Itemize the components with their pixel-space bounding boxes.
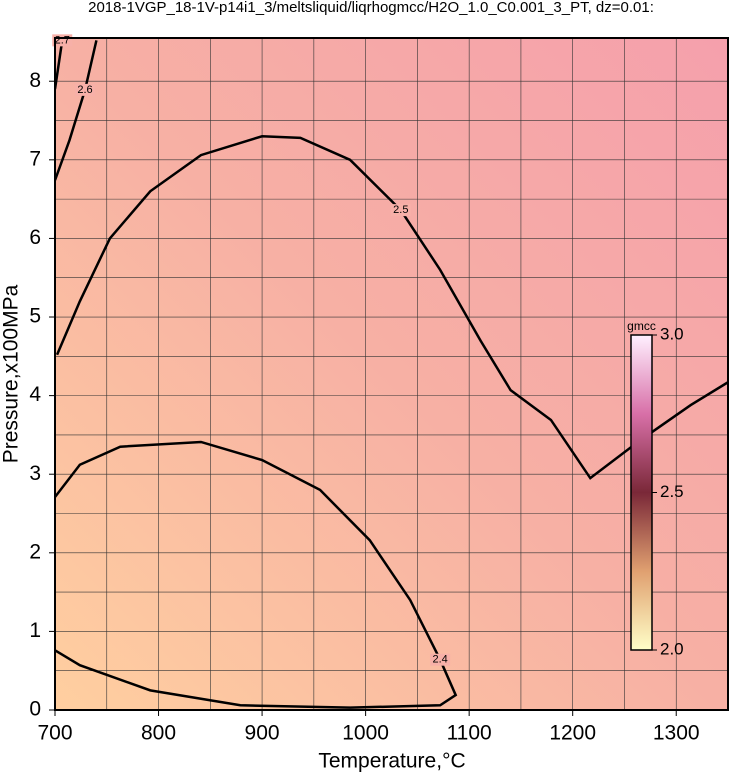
- y-tick-label: 2: [29, 540, 41, 563]
- colorbar-tick-label: 2.0: [660, 639, 684, 658]
- y-tick-label: 1: [29, 619, 41, 642]
- contour-line: [55, 40, 98, 181]
- contour-label-bg: [75, 83, 96, 96]
- x-tick-label: 1100: [447, 722, 492, 745]
- colorbar-tick-label: 2.5: [660, 482, 684, 501]
- contour-label: 2.4: [433, 654, 448, 666]
- plot-frame: [54, 37, 729, 711]
- contour-label-bg: [430, 653, 451, 666]
- contour-label: 2.7: [55, 34, 70, 46]
- contour-label: 2.5: [393, 204, 408, 216]
- colorbar-label: gmcc: [627, 319, 656, 333]
- colorbar: [630, 334, 653, 651]
- plot-background: [55, 38, 728, 710]
- x-tick-label: 1300: [653, 722, 700, 745]
- chart-title: 2018-1VGP_18-1V-p14i1_3/meltsliquid/liqr…: [88, 0, 654, 16]
- y-tick-label: 7: [29, 147, 41, 170]
- x-tick-label: 900: [245, 722, 280, 745]
- contour-line: [55, 40, 64, 90]
- x-axis-label: Temperature,°C: [318, 750, 465, 773]
- x-tick-label: 1200: [549, 722, 596, 745]
- y-tick-label: 4: [29, 383, 41, 406]
- y-axis-label: Pressure,x100MPa: [0, 284, 23, 463]
- y-tick-label: 6: [29, 226, 41, 249]
- colorbar-tick-label: 3.0: [660, 324, 684, 343]
- contour-label-bg: [390, 204, 411, 217]
- x-tick-label: 700: [37, 722, 72, 745]
- x-tick-label: 800: [141, 722, 176, 745]
- contour-line: [55, 440, 458, 709]
- y-tick-label: 3: [29, 462, 41, 485]
- y-tick-label: 5: [29, 305, 41, 328]
- contour-label: 2.6: [77, 84, 92, 96]
- y-tick-label: 0: [29, 698, 41, 721]
- x-tick-label: 1000: [342, 722, 389, 745]
- y-tick-label: 8: [29, 69, 41, 92]
